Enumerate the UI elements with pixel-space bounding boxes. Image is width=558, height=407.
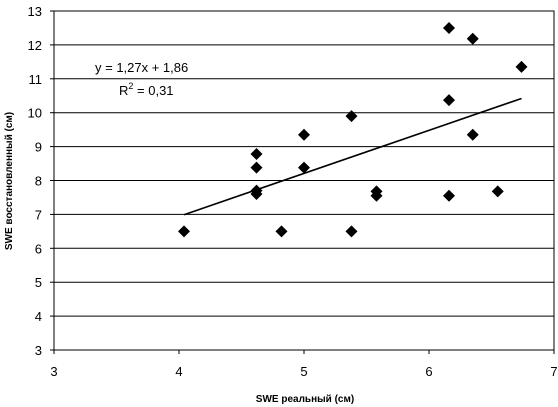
data-point-15 bbox=[443, 189, 455, 202]
data-point-7 bbox=[298, 128, 310, 141]
r-squared-value: = 0,31 bbox=[133, 83, 173, 98]
data-point-19 bbox=[515, 60, 528, 73]
data-point-13 bbox=[443, 21, 455, 34]
y-tick-label-10: 10 bbox=[28, 106, 42, 121]
data-point-12 bbox=[370, 189, 383, 202]
data-point-3 bbox=[250, 161, 263, 174]
data-point-8 bbox=[298, 161, 310, 174]
x-tick-label-5: 5 bbox=[300, 364, 307, 379]
r-squared-superscript: 2 bbox=[128, 81, 133, 91]
axes bbox=[50, 10, 555, 354]
data-point-14 bbox=[443, 94, 455, 107]
x-tick-label-3: 3 bbox=[50, 364, 57, 379]
data-point-10 bbox=[345, 225, 358, 238]
data-point-2 bbox=[250, 148, 263, 161]
y-tick-label-9: 9 bbox=[35, 140, 42, 155]
data-point-9 bbox=[345, 110, 358, 123]
data-point-16 bbox=[466, 32, 479, 45]
r-squared-label: R2 = 0,31 bbox=[119, 81, 174, 98]
data-point-6 bbox=[275, 225, 288, 238]
y-tick-label-11: 11 bbox=[29, 72, 43, 87]
data-point-18 bbox=[491, 185, 504, 198]
y-tick-label-4: 4 bbox=[35, 309, 42, 324]
y-axis-title: SWE восстановленный (см) bbox=[4, 112, 15, 250]
data-point-1 bbox=[178, 225, 190, 238]
trend-line bbox=[183, 97, 522, 216]
x-axis-title: SWE реальный (см) bbox=[256, 394, 354, 405]
y-tick-label-8: 8 bbox=[35, 174, 42, 189]
x-tick-label-4: 4 bbox=[175, 364, 182, 379]
x-tick-label-7: 7 bbox=[550, 364, 557, 379]
r-squared-prefix: R bbox=[119, 83, 128, 98]
y-tick-label-3: 3 bbox=[35, 343, 42, 358]
y-tick-label-5: 5 bbox=[35, 275, 42, 290]
data-point-5 bbox=[250, 188, 263, 201]
regression-equation: y = 1,27x + 1,86 bbox=[95, 60, 188, 75]
x-tick-labels: 3 4 5 6 7 bbox=[50, 364, 557, 379]
y-tick-label-13: 13 bbox=[28, 4, 42, 19]
y-tick-labels: 3 4 5 6 7 8 9 10 11 12 13 bbox=[28, 4, 42, 358]
x-tick-label-6: 6 bbox=[425, 364, 432, 379]
y-tick-label-12: 12 bbox=[28, 38, 42, 53]
data-points bbox=[178, 21, 528, 238]
data-point-17 bbox=[466, 128, 479, 141]
y-tick-label-7: 7 bbox=[35, 207, 42, 222]
y-tick-label-6: 6 bbox=[35, 241, 42, 256]
